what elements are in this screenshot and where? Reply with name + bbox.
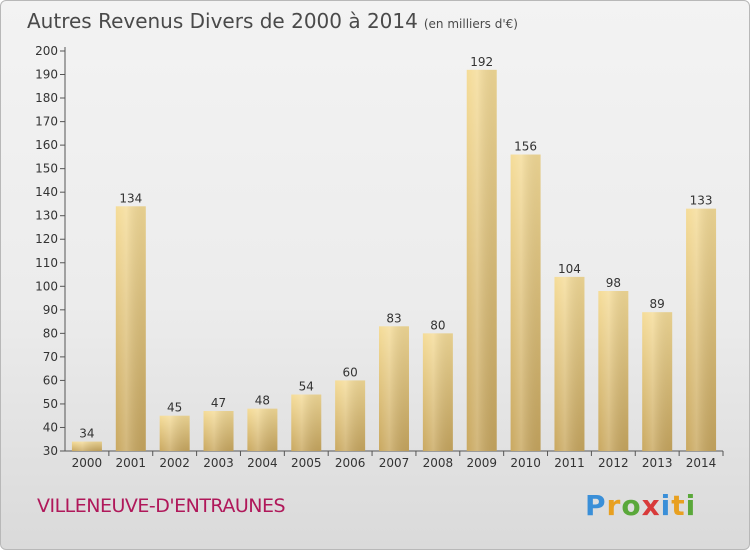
bar-chart: 30 40 50 60 70 80 90 100 110 120 130 140 150 160 170 18…: [35, 44, 724, 470]
x-tick-label: 2000: [72, 456, 103, 470]
x-tick-label: 2006: [335, 456, 366, 470]
data-label: 156: [514, 140, 537, 154]
data-label: 48: [255, 394, 270, 408]
data-label: 47: [211, 396, 226, 410]
bar-shine: [247, 408, 278, 451]
bar-shine: [598, 291, 629, 451]
logo-letter: r: [606, 489, 622, 522]
logo-letter: P: [585, 489, 607, 522]
data-label: 134: [119, 191, 142, 205]
x-tick-label: 2002: [159, 456, 190, 470]
x-tick-label: 2007: [379, 456, 410, 470]
y-tick-label: 80: [43, 326, 58, 340]
data-label: 80: [430, 318, 445, 332]
y-tick-label: 90: [43, 303, 58, 317]
data-label: 192: [470, 55, 493, 69]
bar-shine: [422, 333, 453, 451]
y-tick-label: 40: [43, 420, 58, 434]
chart-title: Autres Revenus Divers de 2000 à 2014 (en …: [27, 9, 518, 33]
logo-letter: o: [621, 489, 642, 522]
data-label: 83: [386, 311, 401, 325]
data-labels: 34 134 45 47 48 54 60 83 80 192 156 104 98 89 133: [79, 55, 712, 441]
chart-title-text: Autres Revenus Divers de 2000 à 2014: [27, 9, 418, 33]
y-tick-label: 130: [35, 209, 58, 223]
logo-letter: i: [660, 489, 672, 522]
y-tick-label: 70: [43, 350, 58, 364]
y-tick-label: 30: [43, 444, 58, 458]
y-tick-label: 200: [35, 44, 58, 58]
chart-title-unit: (en milliers d'€): [423, 17, 518, 31]
data-label: 89: [650, 297, 665, 311]
y-tick-label: 60: [43, 373, 58, 387]
bar-shine: [379, 326, 409, 451]
bar-shine: [159, 415, 190, 451]
y-tick-label: 170: [35, 115, 58, 129]
bar-shine: [335, 380, 366, 451]
y-tick-label: 140: [35, 185, 58, 199]
bar-shine: [554, 276, 585, 451]
y-tick-label: 180: [35, 91, 58, 105]
data-label: 54: [299, 380, 314, 394]
x-tick-label: 2003: [203, 456, 234, 470]
place-name: VILLENEUVE-D'ENTRAUNES: [37, 495, 286, 517]
proxiti-logo: Proxiti: [585, 489, 696, 522]
logo-letter: x: [641, 489, 661, 522]
data-label: 133: [690, 194, 713, 208]
x-tick-label: 2014: [686, 456, 717, 470]
y-tick-label: 190: [35, 68, 58, 82]
y-tick-label: 110: [35, 256, 58, 270]
data-label: 104: [558, 262, 581, 276]
y-tick-label: 50: [43, 397, 58, 411]
bar-shine: [291, 394, 322, 451]
y-tick-label: 120: [35, 232, 58, 246]
bar-shine: [466, 69, 497, 451]
y-tick-label: 100: [35, 279, 58, 293]
data-label: 45: [167, 401, 182, 415]
bar-shine: [71, 441, 102, 451]
bar-shine: [510, 154, 541, 451]
bar-shine: [115, 206, 146, 451]
x-tick-label: 2010: [510, 456, 541, 470]
x-tick-label: 2009: [466, 456, 497, 470]
bar-shine: [203, 411, 234, 451]
y-tick-label: 160: [35, 138, 58, 152]
logo-letter: i: [685, 489, 697, 522]
x-tick-label: 2008: [423, 456, 454, 470]
x-tick-label: 2005: [291, 456, 322, 470]
bar-shine: [686, 208, 717, 451]
axes: 30 40 50 60 70 80 90 100 110 120 130 140 150 160 170 18…: [35, 44, 724, 470]
x-tick-label: 2001: [116, 456, 147, 470]
data-label: 98: [606, 276, 621, 290]
x-tick-label: 2013: [642, 456, 673, 470]
data-label: 34: [79, 427, 94, 441]
bar-shine: [642, 312, 673, 451]
bars: [71, 69, 717, 451]
x-tick-label: 2012: [598, 456, 629, 470]
logo-letter: t: [671, 489, 686, 522]
data-label: 60: [342, 365, 357, 379]
y-tick-label: 150: [35, 162, 58, 176]
x-tick-label: 2011: [554, 456, 585, 470]
x-tick-label: 2004: [247, 456, 278, 470]
